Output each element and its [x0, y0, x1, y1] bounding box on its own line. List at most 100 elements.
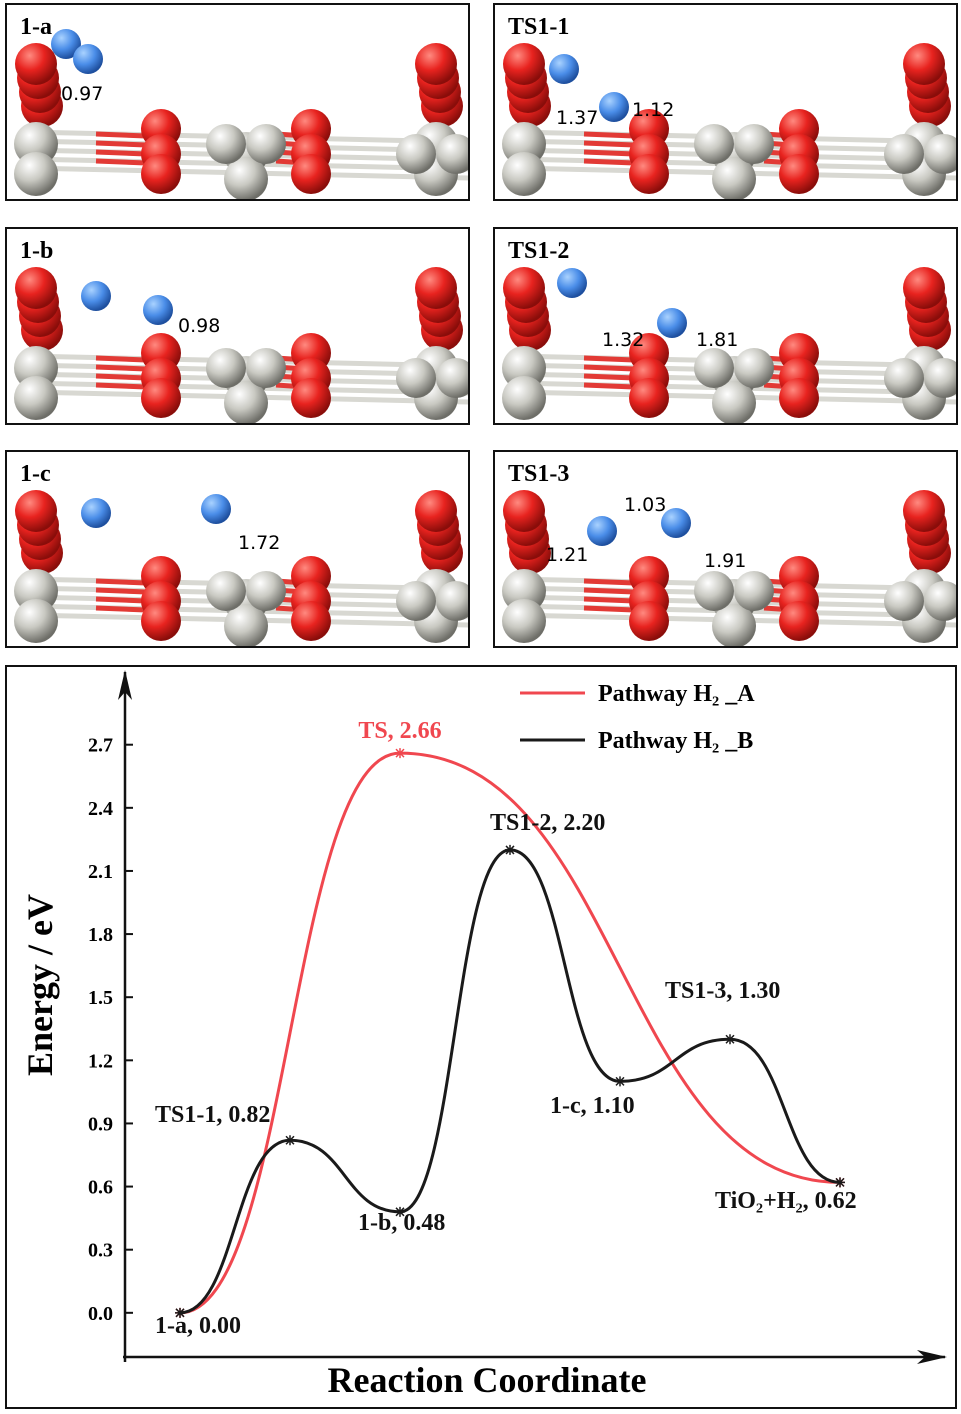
titanium-atom [396, 134, 436, 174]
titanium-atom [246, 124, 286, 164]
panel-label: TS1-3 [508, 461, 569, 487]
value-label: TS1-1, 0.82 [155, 1102, 270, 1128]
hydrogen-atom [81, 498, 111, 528]
hydrogen-atom [201, 494, 231, 524]
y-tick-label: 1.8 [88, 924, 113, 946]
oxygen-atom [903, 490, 945, 532]
point-marker [615, 1076, 625, 1087]
panel-label: TS1-1 [508, 14, 569, 40]
oxygen-atom [779, 154, 819, 194]
bond [95, 578, 147, 586]
point-marker [395, 748, 405, 759]
bond [583, 382, 635, 390]
oxygen-atom [779, 378, 819, 418]
oxygen-atom [15, 490, 57, 532]
slab [14, 267, 468, 423]
bond [95, 131, 147, 139]
oxygen-atom [15, 43, 57, 85]
oxygen-atom [415, 490, 457, 532]
panel-label: TS1-2 [508, 238, 569, 264]
hydrogen-atom [81, 281, 111, 311]
oxygen-atom [141, 378, 181, 418]
y-axis-label: Energy / eV [20, 894, 60, 1076]
titanium-atom [712, 157, 756, 199]
bond [583, 373, 635, 381]
hydrogen-atom [599, 92, 629, 122]
structure-panel: 1-c 1.72 [5, 450, 470, 648]
titanium-atom [712, 604, 756, 646]
hydrogen-atom [73, 44, 103, 74]
slab [502, 267, 956, 423]
point-marker [835, 1177, 845, 1188]
oxygen-atom [779, 601, 819, 641]
oxygen-atom [903, 43, 945, 85]
bond [583, 587, 635, 595]
titanium-atom [246, 348, 286, 388]
bond [95, 364, 147, 372]
point-marker [725, 1034, 735, 1045]
distance-label: 1.81 [696, 329, 738, 351]
distance-label: 1.72 [238, 532, 280, 554]
bond [95, 596, 147, 604]
titanium-atom [502, 599, 546, 643]
value-label: TS1-3, 1.30 [665, 978, 780, 1004]
titanium-atom [14, 376, 58, 420]
y-tick-label: 0.6 [88, 1177, 113, 1199]
titanium-atom [884, 134, 924, 174]
bond [95, 605, 147, 613]
oxygen-atom [503, 43, 545, 85]
bond [583, 596, 635, 604]
bond [583, 605, 635, 613]
point-marker [175, 1307, 185, 1318]
oxygen-atom [291, 378, 331, 418]
slab [502, 43, 956, 199]
legend-label: Pathway H₂ _A [598, 681, 755, 707]
bond [583, 364, 635, 372]
oxygen-atom [503, 490, 545, 532]
panel-label: 1-b [20, 238, 53, 264]
titanium-atom [502, 152, 546, 196]
oxygen-atom [629, 154, 669, 194]
titanium-atom [206, 348, 246, 388]
distance-label: 1.37 [556, 107, 598, 129]
point-marker [285, 1135, 295, 1146]
structure-panel: TS1-1 1.37 1.12 [493, 3, 958, 201]
hydrogen-atom [549, 54, 579, 84]
titanium-atom [14, 152, 58, 196]
legend-label: Pathway H₂ _B [598, 728, 753, 754]
titanium-atom [924, 358, 956, 398]
bond [583, 578, 635, 586]
structure-panel: TS1-3 1.03 1.21 1.91 [493, 450, 958, 648]
energy-curve [179, 751, 841, 1315]
y-tick-label: 2.1 [88, 861, 113, 883]
titanium-atom [734, 571, 774, 611]
titanium-atom [924, 134, 956, 174]
titanium-atom [206, 124, 246, 164]
titanium-atom [884, 581, 924, 621]
distance-label: 1.12 [632, 99, 674, 121]
titanium-atom [694, 348, 734, 388]
oxygen-atom [503, 267, 545, 309]
oxygen-atom [141, 154, 181, 194]
titanium-atom [734, 348, 774, 388]
y-tick-label: 0.0 [88, 1303, 113, 1325]
bond [95, 158, 147, 166]
titanium-atom [712, 381, 756, 423]
oxygen-atom [15, 267, 57, 309]
oxygen-atom [415, 43, 457, 85]
oxygen-atom [291, 601, 331, 641]
distance-label: 1.21 [546, 544, 588, 566]
y-tick-label: 0.3 [88, 1240, 113, 1262]
distance-label: 0.97 [61, 83, 103, 105]
y-tick-label: 1.2 [88, 1050, 113, 1072]
titanium-atom [502, 376, 546, 420]
bond [95, 355, 147, 363]
energy-chart: Reaction Coordinate Energy / eV 0.0 0.3 0.… [5, 665, 957, 1409]
slab [502, 490, 956, 646]
value-label: TS1-2, 2.20 [490, 810, 605, 836]
bond [583, 131, 635, 139]
bond [583, 149, 635, 157]
titanium-atom [436, 581, 468, 621]
bond [583, 140, 635, 148]
